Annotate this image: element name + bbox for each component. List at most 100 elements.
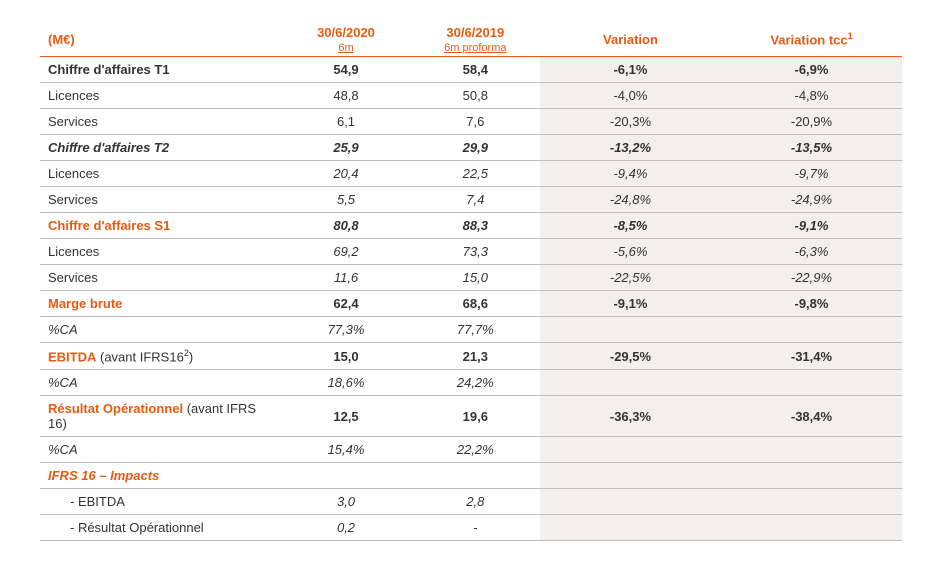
cell: 20,4 — [281, 161, 410, 187]
row-label-part: Chiffre d'affaires T1 — [48, 62, 170, 77]
row-label: EBITDA (avant IFRS162) — [40, 343, 281, 370]
cell: -6,3% — [721, 239, 902, 265]
cell: -9,7% — [721, 161, 902, 187]
row-label-part: %CA — [48, 442, 78, 457]
table-row: %CA 77,3%77,7% — [40, 317, 902, 343]
cell: -9,8% — [721, 291, 902, 317]
row-label-part: Services — [48, 270, 98, 285]
row-label: Licences — [40, 83, 281, 109]
cell: -13,5% — [721, 135, 902, 161]
table-row: Services6,17,6-20,3%-20,9% — [40, 109, 902, 135]
row-label: - Résultat Opérationnel — [40, 515, 281, 541]
cell: -24,8% — [540, 187, 721, 213]
table-row: Licences48,850,8-4,0%-4,8% — [40, 83, 902, 109]
header-col2: 30/6/2019 6m proforma — [411, 20, 540, 57]
cell: -31,4% — [721, 343, 902, 370]
cell — [721, 370, 902, 396]
table-row: Résultat Opérationnel (avant IFRS 16)12,… — [40, 396, 902, 437]
row-label: Services — [40, 187, 281, 213]
cell — [540, 370, 721, 396]
cell: 77,3% — [281, 317, 410, 343]
cell: 48,8 — [281, 83, 410, 109]
cell: 2,8 — [411, 489, 540, 515]
cell — [721, 437, 902, 463]
cell: 15,4% — [281, 437, 410, 463]
cell: 0,2 — [281, 515, 410, 541]
header-unit: (M€) — [40, 20, 281, 57]
row-label: %CA — [40, 437, 281, 463]
cell: 58,4 — [411, 57, 540, 83]
row-label: %CA — [40, 370, 281, 396]
table-row: %CA18,6%24,2% — [40, 370, 902, 396]
header-col1: 30/6/2020 6m — [281, 20, 410, 57]
cell: -24,9% — [721, 187, 902, 213]
cell: - — [411, 515, 540, 541]
cell — [540, 437, 721, 463]
row-label-part: Marge brute — [48, 296, 122, 311]
cell: 50,8 — [411, 83, 540, 109]
cell: 3,0 — [281, 489, 410, 515]
row-label-part: Services — [48, 114, 98, 129]
row-label-part: %CA — [48, 322, 78, 337]
table-row: Services11,615,0-22,5%-22,9% — [40, 265, 902, 291]
cell: 73,3 — [411, 239, 540, 265]
cell: -13,2% — [540, 135, 721, 161]
row-label: Chiffre d'affaires T2 — [40, 135, 281, 161]
cell: -8,5% — [540, 213, 721, 239]
row-label-part: %CA — [48, 375, 78, 390]
cell — [411, 463, 540, 489]
cell: -36,3% — [540, 396, 721, 437]
row-label-part: ) — [189, 349, 193, 364]
row-label-part: IFRS 16 – Impacts — [48, 468, 159, 483]
table-row: - Résultat Opérationnel0,2- — [40, 515, 902, 541]
row-label: Chiffre d'affaires S1 — [40, 213, 281, 239]
header-col4-sup: 1 — [848, 31, 853, 41]
cell: 22,2% — [411, 437, 540, 463]
cell: 7,4 — [411, 187, 540, 213]
row-label: Services — [40, 109, 281, 135]
cell: 54,9 — [281, 57, 410, 83]
row-label: Résultat Opérationnel (avant IFRS 16) — [40, 396, 281, 437]
table-row: IFRS 16 – Impacts — [40, 463, 902, 489]
cell: 18,6% — [281, 370, 410, 396]
row-label-part: Licences — [48, 166, 99, 181]
row-label: Chiffre d'affaires T1 — [40, 57, 281, 83]
cell: 22,5 — [411, 161, 540, 187]
cell: -20,3% — [540, 109, 721, 135]
cell: -20,9% — [721, 109, 902, 135]
table-row: - EBITDA3,02,8 — [40, 489, 902, 515]
cell: 29,9 — [411, 135, 540, 161]
table-row: Licences 20,422,5-9,4%-9,7% — [40, 161, 902, 187]
header-col3: Variation — [540, 20, 721, 57]
row-label-part: Services — [48, 192, 98, 207]
cell — [721, 317, 902, 343]
cell — [721, 489, 902, 515]
row-label: Licences — [40, 161, 281, 187]
table-row: Licences69,273,3-5,6%-6,3% — [40, 239, 902, 265]
header-col4-prefix: Variation tcc — [770, 33, 847, 48]
table-row: Marge brute62,468,6-9,1%-9,8% — [40, 291, 902, 317]
cell: -9,4% — [540, 161, 721, 187]
cell: 7,6 — [411, 109, 540, 135]
table-header: (M€) 30/6/2020 6m 30/6/2019 6m proforma … — [40, 20, 902, 57]
table-row: %CA 15,4%22,2% — [40, 437, 902, 463]
cell: 77,7% — [411, 317, 540, 343]
row-label-part: Chiffre d'affaires S1 — [48, 218, 170, 233]
cell — [721, 463, 902, 489]
cell: -6,1% — [540, 57, 721, 83]
header-col1-sub: 6m — [289, 42, 402, 54]
cell: -29,5% — [540, 343, 721, 370]
financial-table: (M€) 30/6/2020 6m 30/6/2019 6m proforma … — [40, 20, 902, 541]
cell: 12,5 — [281, 396, 410, 437]
cell: 69,2 — [281, 239, 410, 265]
cell: -9,1% — [540, 291, 721, 317]
cell: -4,0% — [540, 83, 721, 109]
cell — [540, 515, 721, 541]
cell: 19,6 — [411, 396, 540, 437]
header-col2-main: 30/6/2019 — [446, 25, 504, 40]
cell: 15,0 — [281, 343, 410, 370]
cell: -4,8% — [721, 83, 902, 109]
row-label: Licences — [40, 239, 281, 265]
table-row: Chiffre d'affaires T154,958,4-6,1%-6,9% — [40, 57, 902, 83]
cell: 5,5 — [281, 187, 410, 213]
